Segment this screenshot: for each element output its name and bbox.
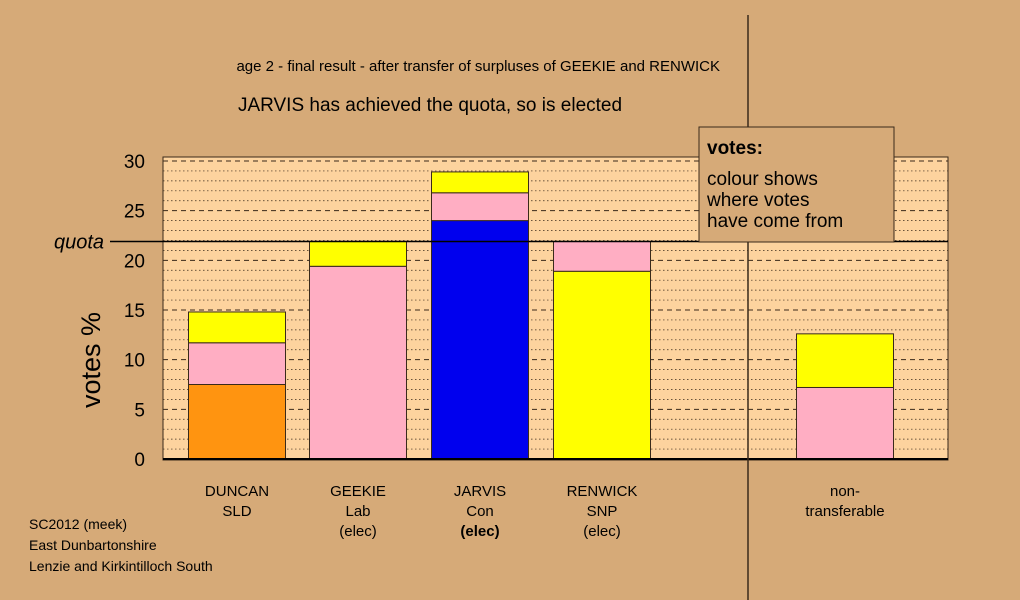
chart-title: age 2 - final result - after transfer of… [236,58,720,75]
x-category-label: GEEKIE [330,483,386,500]
legend-box [698,126,895,243]
y-tick-label: 10 [124,351,145,372]
x-category-label: SLD [222,503,251,520]
x-category-label: RENWICK [567,483,638,500]
x-category-label: DUNCAN [205,483,269,500]
y-tick-label: 0 [134,450,145,471]
bar-segment [188,342,286,385]
bar-segment [431,171,529,194]
footer-line: East Dunbartonshire [29,537,157,553]
x-category-label: Con [466,503,494,520]
chart-subtitle: JARVIS has achieved the quota, so is ele… [238,95,622,116]
x-category-label: non- [830,483,860,500]
bar-segment [309,240,407,267]
bar-segment [553,240,651,272]
x-category-label: (elec) [460,523,499,540]
x-category-label: SNP [587,503,618,520]
y-tick-label: 30 [124,152,145,173]
bar-segment [431,192,529,222]
bars [188,171,894,460]
y-axis-label: votes % [76,312,106,408]
bar-segment [553,270,651,460]
bar-segment [796,386,894,460]
bar-segment [796,333,894,388]
x-category-label: Lab [345,503,370,520]
x-category-label: JARVIS [454,483,506,500]
bar-segment [431,220,529,460]
bar-segment [188,384,286,460]
y-axis-ticks: 0 5 10 15 20 25 30 [124,152,145,471]
quota-label: quota [54,231,104,253]
y-tick-label: 15 [124,301,145,322]
x-axis-labels: DUNCAN SLD GEEKIE Lab (elec) JARVIS Con (elec) R… [205,483,885,540]
y-tick-label: 5 [134,400,145,421]
x-category-label: (elec) [339,523,377,540]
y-tick-label: 25 [124,202,145,223]
legend-line: where votes [706,190,809,211]
x-category-label: (elec) [583,523,621,540]
bar-segment [309,265,407,460]
bar-segment [188,311,286,344]
y-tick-label: 20 [124,251,145,272]
x-category-label: transferable [805,503,884,520]
legend-line: have come from [707,211,843,232]
legend: votes: colour shows where votes have com… [698,126,895,243]
footer-line: SC2012 (meek) [29,516,127,532]
legend-heading: votes: [707,138,763,159]
legend-line: colour shows [707,169,818,190]
footer-line: Lenzie and Kirkintilloch South [29,558,213,574]
